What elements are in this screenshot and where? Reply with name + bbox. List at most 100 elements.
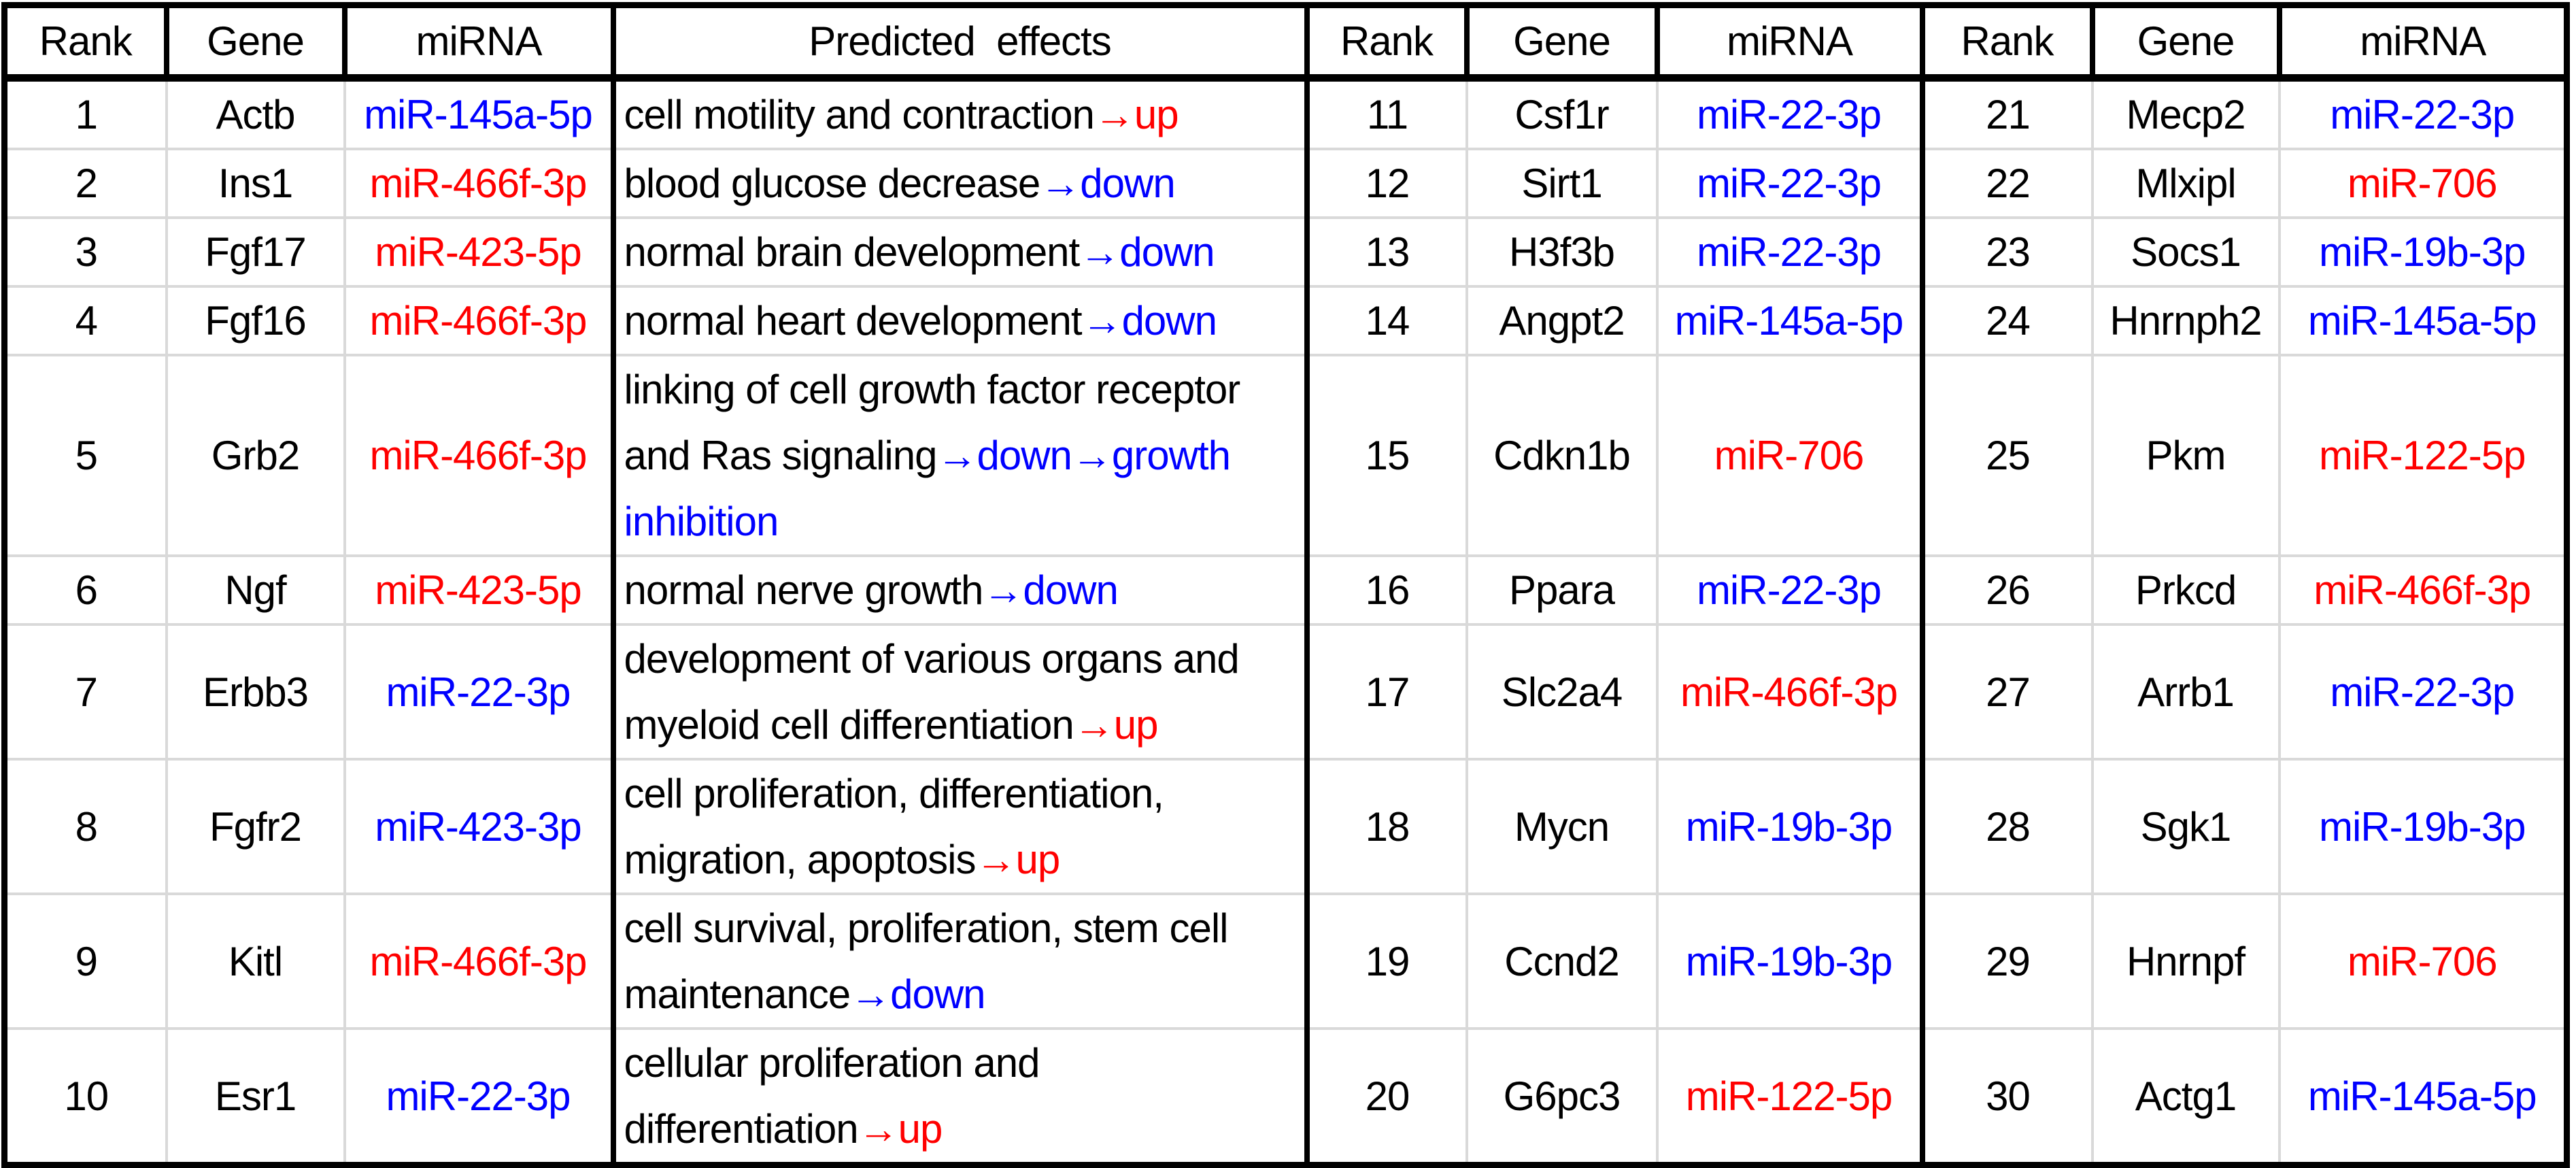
mirna-cell: miR-19b-3p [1655, 892, 1924, 1030]
table-row: 7 Erbb3 miR-22-3p development of various or… [3, 623, 2569, 761]
rank-cell: 8 [3, 758, 168, 895]
effects-cell: linking of cell growth factor receptor a… [610, 354, 1308, 557]
mirna-cell: miR-145a-5p [343, 76, 615, 150]
effect-segment: development of various organs and myeloi… [624, 636, 1240, 748]
mirna-cell: miR-22-3p [343, 1027, 615, 1167]
effects-cell: cell survival, proliferation, stem cell … [610, 892, 1308, 1030]
mirna-cell: miR-22-3p [343, 623, 615, 761]
mirna-cell: miR-423-3p [343, 758, 615, 895]
column-header-mirna-3: miRNA [2276, 2, 2570, 82]
gene-cell: Hnrnph2 [2090, 285, 2281, 356]
effect-segment: cell proliferation, differentiation, mig… [624, 771, 1164, 882]
column-header-gene-3: Gene [2089, 2, 2282, 82]
gene-cell: Fgfr2 [165, 758, 346, 895]
mirna-cell: miR-22-3p [1655, 554, 1924, 626]
gene-cell: Fgf16 [165, 285, 346, 356]
gene-cell: Prkcd [2090, 554, 2281, 626]
rank-cell: 23 [1919, 216, 2094, 288]
rank-cell: 14 [1304, 285, 1468, 356]
gene-cell: Socs1 [2090, 216, 2281, 288]
mirna-cell: miR-706 [2277, 148, 2569, 219]
column-header-gene-1: Gene [163, 2, 348, 82]
table-row: 1 Actb miR-145a-5p cell motility and contra… [3, 76, 2569, 150]
mirna-cell: miR-466f-3p [2277, 554, 2569, 626]
column-header-effects: Predicted effects [610, 2, 1310, 82]
rank-cell: 1 [3, 76, 168, 150]
gene-cell: Actb [165, 76, 346, 150]
column-header-rank-1: Rank [1, 2, 169, 82]
gene-cell: Hnrnpf [2090, 892, 2281, 1030]
effect-segment: linking of cell growth factor receptor a… [624, 367, 1241, 478]
effect-segment: →down [850, 971, 985, 1017]
mirna-cell: miR-145a-5p [2277, 285, 2569, 356]
column-header-rank-3: Rank [1919, 2, 2095, 82]
rank-cell: 26 [1919, 554, 2094, 626]
gene-cell: Mlxipl [2090, 148, 2281, 219]
mirna-cell: miR-122-5p [1655, 1027, 1924, 1167]
gene-cell: Cdkn1b [1465, 354, 1659, 557]
gene-cell: Pkm [2090, 354, 2281, 557]
rank-cell: 17 [1304, 623, 1468, 761]
gene-cell: Mecp2 [2090, 76, 2281, 150]
effect-segment: →up [1094, 92, 1179, 137]
gene-cell: H3f3b [1465, 216, 1659, 288]
mirna-cell: miR-22-3p [2277, 623, 2569, 761]
mirna-cell: miR-22-3p [2277, 76, 2569, 150]
effect-segment: normal nerve growth [624, 567, 984, 613]
mirna-cell: miR-423-5p [343, 216, 615, 288]
gene-cell: Sgk1 [2090, 758, 2281, 895]
rank-cell: 22 [1919, 148, 2094, 219]
effects-cell: normal heart development→down [610, 285, 1308, 356]
rank-cell: 10 [3, 1027, 168, 1167]
rank-cell: 28 [1919, 758, 2094, 895]
rank-cell: 20 [1304, 1027, 1468, 1167]
rank-cell: 3 [3, 216, 168, 288]
gene-cell: Ins1 [165, 148, 346, 219]
effects-cell: normal nerve growth→down [610, 554, 1308, 626]
effects-cell: development of various organs and myeloi… [610, 623, 1308, 761]
rank-cell: 5 [3, 354, 168, 557]
mirna-cell: miR-145a-5p [1655, 285, 1924, 356]
effect-segment: →down→growth inhibition [624, 433, 1232, 544]
mirna-cell: miR-423-5p [343, 554, 615, 626]
effect-segment: normal brain development [624, 229, 1081, 275]
effect-segment: →up [1073, 702, 1159, 748]
rank-cell: 18 [1304, 758, 1468, 895]
column-header-mirna-1: miRNA [341, 2, 616, 82]
gene-cell: Grb2 [165, 354, 346, 557]
rank-cell: 27 [1919, 623, 2094, 761]
table-row: 9 Kitl miR-466f-3p cell survival, prolifera… [3, 892, 2569, 1030]
rank-cell: 4 [3, 285, 168, 356]
mirna-cell: miR-706 [2277, 892, 2569, 1030]
mirna-cell: miR-122-5p [2277, 354, 2569, 557]
gene-cell: Erbb3 [165, 623, 346, 761]
gene-cell: Csf1r [1465, 76, 1659, 150]
mirna-cell: miR-19b-3p [1655, 758, 1924, 895]
effect-segment: normal heart development [624, 298, 1083, 344]
effects-cell: blood glucose decrease→down [610, 148, 1308, 219]
rank-cell: 25 [1919, 354, 2094, 557]
effect-segment: →down [1079, 229, 1215, 275]
gene-cell: Mycn [1465, 758, 1659, 895]
gene-cell: Sirt1 [1465, 148, 1659, 219]
rank-cell: 24 [1919, 285, 2094, 356]
header-row: Rank Gene miRNA Predicted effects Rank G… [1, 2, 2570, 82]
mirna-cell: miR-19b-3p [2277, 758, 2569, 895]
mirna-cell: miR-466f-3p [343, 148, 615, 219]
rank-cell: 29 [1919, 892, 2094, 1030]
effect-segment: →up [858, 1106, 943, 1152]
table-row: 2 Ins1 miR-466f-3p blood glucose decrease→d… [3, 148, 2569, 219]
gene-cell: Ccnd2 [1465, 892, 1659, 1030]
gene-cell: Slc2a4 [1465, 623, 1659, 761]
gene-cell: Actg1 [2090, 1027, 2281, 1167]
rank-cell: 7 [3, 623, 168, 761]
gene-cell: Ppara [1465, 554, 1659, 626]
gene-cell: Ngf [165, 554, 346, 626]
effects-cell: cell proliferation, differentiation, mig… [610, 758, 1308, 895]
table-body: 1 Actb miR-145a-5p cell motility and contra… [3, 76, 2569, 1167]
mirna-cell: miR-22-3p [1655, 216, 1924, 288]
mirna-cell: miR-706 [1655, 354, 1924, 557]
rank-cell: 19 [1304, 892, 1468, 1030]
mirna-cell: miR-466f-3p [343, 285, 615, 356]
effect-segment: blood glucose decrease [624, 161, 1041, 206]
